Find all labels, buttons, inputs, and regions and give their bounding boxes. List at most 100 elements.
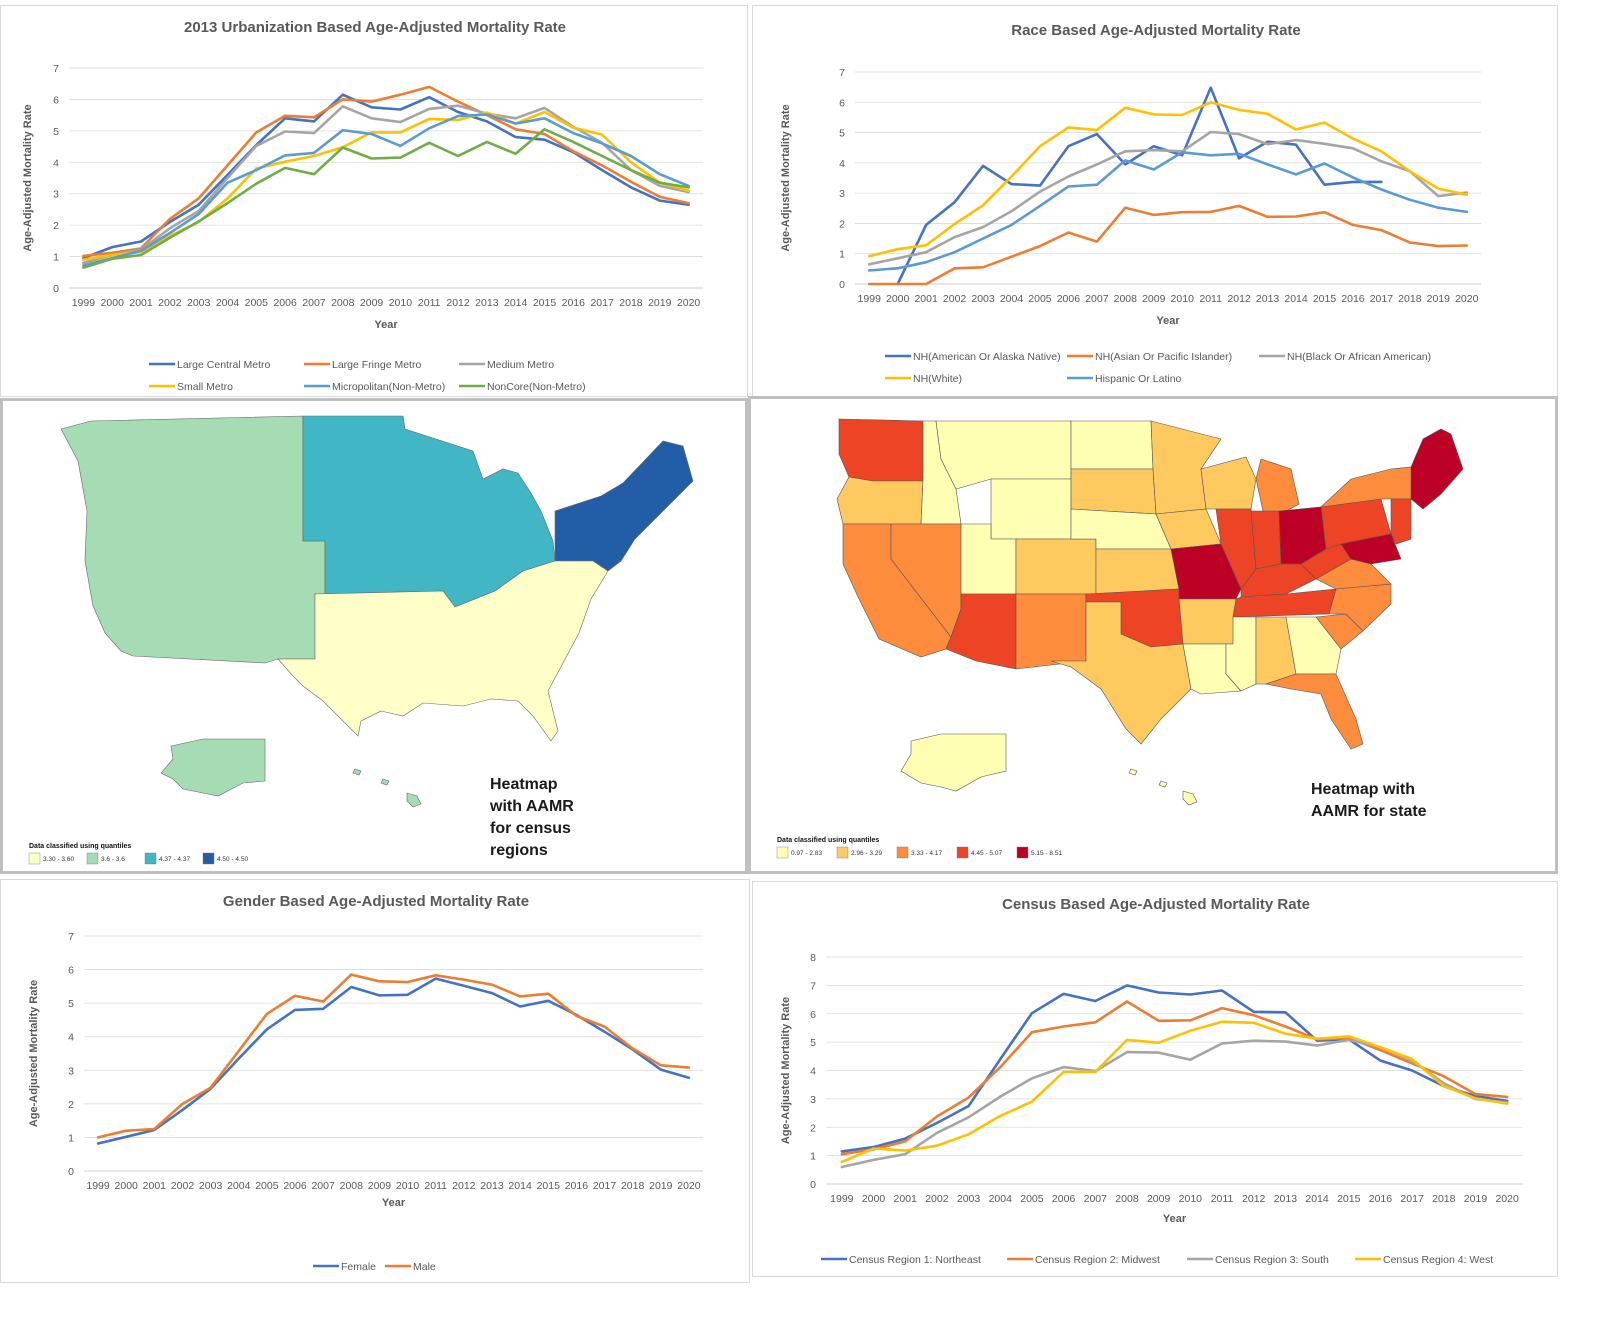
x-tick-label: 2009 — [1142, 293, 1166, 305]
chart-title: Race Based Age-Adjusted Mortality Rate — [1011, 22, 1301, 39]
gender-chart: Gender Based Age-Adjusted Mortality Rate… — [28, 893, 703, 1273]
map-state-florida — [1264, 673, 1364, 750]
series-line-hispanic-or-latino — [867, 151, 1469, 272]
x-tick-label: 2019 — [648, 297, 672, 309]
region-map-caption-4: regions — [490, 842, 548, 859]
x-tick-label: 2020 — [1455, 293, 1479, 305]
x-tick-label: 2009 — [368, 1180, 392, 1192]
x-tick-label: 2008 — [340, 1180, 364, 1192]
legend-label: Census Region 3: South — [1215, 1254, 1329, 1266]
x-tick-label: 2002 — [171, 1180, 195, 1192]
urbanization-chart: 2013 Urbanization Based Age-Adjusted Mor… — [22, 19, 703, 393]
map-state-indiana — [1250, 510, 1282, 570]
y-tick-label: 0 — [68, 1166, 74, 1178]
x-tick-label: 2011 — [1199, 293, 1222, 305]
state-map-caption-1: Heatmap with — [1311, 781, 1415, 798]
x-tick-label: 2004 — [227, 1180, 251, 1192]
y-tick-label: 6 — [68, 965, 74, 977]
legend-label: 0.97 - 2.83 — [791, 850, 822, 857]
x-tick-label: 2005 — [1028, 293, 1052, 305]
x-tick-label: 2005 — [1020, 1193, 1044, 1205]
x-tick-label: 2004 — [989, 1193, 1013, 1205]
race-chart: Race Based Age-Adjusted Mortality Rate 0 1… — [780, 22, 1481, 385]
legend-label: Micropolitan(Non-Metro) — [332, 381, 445, 393]
x-tick-label: 2017 — [1400, 1193, 1424, 1205]
x-tick-label: 2006 — [1052, 1193, 1076, 1205]
y-tick-label: 0 — [839, 279, 845, 291]
x-tick-label: 2003 — [187, 297, 211, 309]
legend-label: NH(Black Or African American) — [1287, 351, 1431, 363]
map-state-hawaii — [1128, 768, 1198, 806]
y-tick-label: 5 — [839, 128, 845, 140]
map-state-colorado — [1015, 538, 1097, 595]
x-tick-label: 2010 — [389, 297, 413, 309]
chart-title: Census Based Age-Adjusted Mortality Rate — [1002, 896, 1310, 913]
legend-label: NH(American Or Alaska Native) — [913, 351, 1061, 363]
x-tick-label: 2012 — [1227, 293, 1251, 305]
y-axis-label: Age-Adjusted Mortality Rate — [780, 104, 792, 251]
legend-swatch — [86, 852, 99, 865]
x-tick-label: 2013 — [1274, 1193, 1298, 1205]
x-axis-label: Year — [1156, 315, 1180, 327]
state-heatmap-panel: Heatmap with AAMR for state Data classif… — [748, 396, 1558, 874]
y-tick-label: 0 — [53, 283, 59, 295]
gender-chart-panel: Gender Based Age-Adjusted Mortality Rate… — [0, 879, 750, 1283]
y-axis-label: Age-Adjusted Mortality Rate — [22, 104, 34, 251]
legend-label: Small Metro — [177, 381, 233, 393]
x-tick-label: 2009 — [1147, 1193, 1171, 1205]
map-state-washington — [838, 418, 924, 482]
chart-title: 2013 Urbanization Based Age-Adjusted Mor… — [184, 19, 566, 36]
y-tick-label: 4 — [839, 158, 845, 170]
x-tick-label: 2010 — [1179, 1193, 1203, 1205]
series-line-noncore-non-metro- — [82, 128, 690, 269]
x-tick-label: 2000 — [101, 297, 125, 309]
x-tick-label: 2012 — [1242, 1193, 1266, 1205]
x-tick-label: 2012 — [452, 1180, 476, 1192]
map-region-northeast — [554, 440, 694, 572]
x-tick-label: 2013 — [475, 297, 499, 309]
legend-label: Large Fringe Metro — [332, 359, 421, 371]
y-tick-label: 3 — [53, 189, 59, 201]
map-region-west — [60, 415, 326, 664]
x-tick-label: 2017 — [590, 297, 614, 309]
series-line-large-fringe-metro — [82, 85, 690, 258]
x-tick-label: 2003 — [971, 293, 995, 305]
x-tick-label: 2008 — [1115, 1193, 1139, 1205]
x-tick-label: 2018 — [1432, 1193, 1456, 1205]
y-tick-label: 6 — [839, 97, 845, 109]
x-tick-label: 2016 — [562, 297, 586, 309]
map-state-wisconsin — [1200, 456, 1257, 510]
x-tick-label: 2005 — [255, 1180, 279, 1192]
race-chart-panel: Race Based Age-Adjusted Mortality Rate 0 1… — [752, 5, 1558, 397]
map-state-kansas — [1095, 548, 1180, 595]
x-tick-label: 2008 — [1114, 293, 1138, 305]
series-line-nh-black-or-african-american- — [867, 130, 1469, 266]
x-tick-label: 2000 — [115, 1180, 139, 1192]
x-tick-label: 2013 — [480, 1180, 504, 1192]
legend-swatch — [28, 852, 41, 865]
y-tick-label: 3 — [839, 188, 845, 200]
legend-label: 5.15 - 8.51 — [1031, 850, 1062, 857]
map-state-maryland — [1340, 533, 1402, 565]
legend-label: Female — [341, 1261, 376, 1273]
y-axis-label: Age-Adjusted Mortality Rate — [28, 980, 40, 1127]
y-axis-label: Age-Adjusted Mortality Rate — [780, 997, 792, 1144]
census-chart: Census Based Age-Adjusted Mortality Rate… — [780, 896, 1523, 1266]
legend-label: 4.45 - 5.07 — [971, 850, 1002, 857]
legend-label: Male — [413, 1261, 436, 1273]
x-tick-label: 2006 — [283, 1180, 307, 1192]
x-tick-label: 2010 — [1171, 293, 1195, 305]
legend-label: Medium Metro — [487, 359, 554, 371]
x-tick-label: 2020 — [677, 1180, 701, 1192]
y-tick-label: 7 — [839, 67, 845, 79]
x-tick-label: 2019 — [1427, 293, 1451, 305]
map-state-alaska — [900, 733, 1007, 792]
legend-swatch — [202, 852, 215, 865]
legend-swatch — [956, 846, 969, 859]
x-tick-label: 2008 — [331, 297, 355, 309]
x-tick-label: 2016 — [1341, 293, 1365, 305]
x-tick-label: 2004 — [216, 297, 240, 309]
series-line-census-region-2-midwest — [840, 1000, 1509, 1156]
x-tick-label: 2002 — [158, 297, 182, 309]
legend-swatch — [1016, 846, 1029, 859]
